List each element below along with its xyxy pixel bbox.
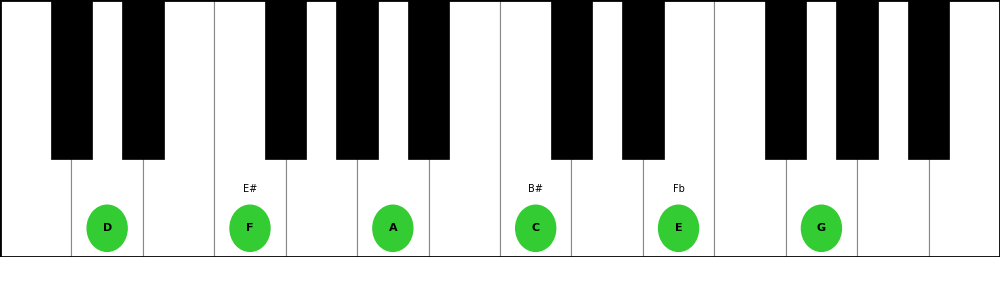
- Bar: [265, 0, 306, 159]
- Bar: [714, 0, 786, 256]
- Text: B#: B#: [528, 184, 543, 194]
- Text: C: C: [532, 223, 540, 233]
- Bar: [836, 0, 878, 159]
- Bar: [336, 0, 378, 159]
- Text: A: A: [389, 223, 397, 233]
- Ellipse shape: [87, 205, 127, 251]
- Bar: [643, 0, 714, 256]
- Text: Provided by: Provided by: [15, 273, 81, 283]
- Bar: [71, 0, 143, 256]
- Bar: [857, 0, 929, 256]
- Bar: [357, 0, 429, 256]
- Bar: [143, 0, 214, 256]
- Bar: [122, 0, 164, 159]
- Bar: [571, 0, 643, 256]
- Ellipse shape: [659, 205, 699, 251]
- Text: D: D: [103, 223, 112, 233]
- Text: E: E: [675, 223, 682, 233]
- Bar: [929, 0, 1000, 256]
- Bar: [908, 0, 949, 159]
- Ellipse shape: [230, 205, 270, 251]
- Ellipse shape: [516, 205, 556, 251]
- Bar: [622, 0, 664, 159]
- Bar: [51, 0, 92, 159]
- Bar: [0, 0, 71, 256]
- Text: E#: E#: [243, 184, 257, 194]
- Bar: [408, 0, 449, 159]
- Bar: [286, 0, 357, 256]
- Bar: [786, 0, 857, 256]
- Text: F: F: [246, 223, 254, 233]
- Bar: [500, 0, 571, 256]
- Text: under CC-BY-NC-SA: under CC-BY-NC-SA: [446, 273, 554, 283]
- Text: G: G: [817, 223, 826, 233]
- Bar: [765, 0, 806, 159]
- Bar: [551, 0, 592, 159]
- Ellipse shape: [373, 205, 413, 251]
- Text: Fb: Fb: [673, 184, 685, 194]
- Bar: [214, 0, 286, 256]
- Bar: [429, 0, 500, 256]
- Ellipse shape: [801, 205, 841, 251]
